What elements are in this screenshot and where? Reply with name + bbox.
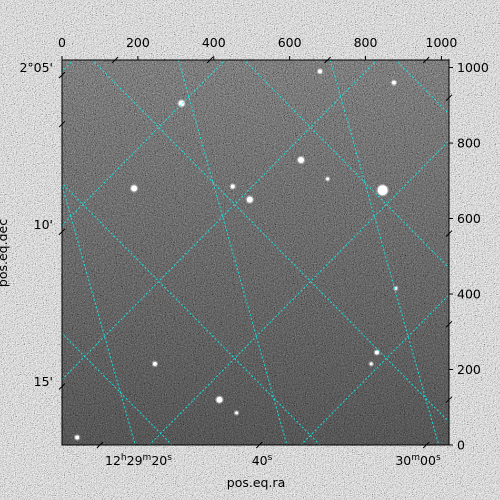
x-pixel-tick-label: 200	[126, 35, 150, 50]
world-tick-mark	[96, 441, 104, 449]
world-tick-mark	[422, 441, 430, 449]
grid-line-descending	[91, 60, 449, 423]
y-pixel-tick-label: 1000	[457, 60, 489, 75]
star	[75, 435, 80, 440]
ra-grid-line	[329, 60, 440, 445]
star	[326, 177, 330, 181]
x-pixel-tick-label: 800	[354, 35, 378, 50]
x-pixel-tick-label: 1000	[426, 35, 458, 50]
grid-line-descending	[491, 2, 500, 464]
grid-line-descending	[395, 60, 449, 115]
star	[235, 411, 239, 415]
star	[178, 100, 185, 107]
x-axis-label: pos.eq.ra	[227, 475, 285, 490]
dec-tick-label-3: 15'	[34, 374, 53, 389]
world-tick-mark	[445, 320, 453, 328]
dec-tick-label-2: 10'	[34, 217, 53, 232]
plot-frame	[61, 59, 450, 446]
star	[131, 185, 138, 192]
sky-image	[62, 60, 449, 445]
ra-tick-label-2: 40s	[252, 453, 273, 468]
star	[377, 185, 388, 196]
world-ticks	[58, 56, 453, 449]
star-markers	[73, 68, 399, 441]
dec-tick-label-1: 2°05'	[19, 60, 53, 75]
y-pixel-tick-label: 200	[457, 362, 481, 377]
y-pixel-tick-label: 600	[457, 211, 481, 226]
x-pixel-tick-label: 0	[58, 35, 66, 50]
ra-grid-line	[178, 60, 288, 445]
star	[369, 362, 373, 366]
world-tick-mark	[324, 56, 331, 64]
star	[246, 196, 253, 203]
y-pixel-tick-label: 0	[457, 438, 465, 453]
star	[318, 69, 322, 74]
x-pixel-tick-label: 600	[278, 35, 302, 50]
world-tick-mark	[58, 383, 66, 390]
world-tick-mark	[58, 120, 66, 128]
y-pixel-tick-label: 400	[457, 287, 481, 302]
world-tick-mark	[255, 441, 263, 449]
ra-tick-label-3: 30m00s	[395, 453, 441, 468]
x-pixel-tick-label: 400	[202, 35, 226, 50]
world-tick-mark	[445, 396, 453, 404]
world-tick-mark	[111, 56, 119, 64]
star	[298, 157, 305, 164]
y-axis-label: pos.eq.dec	[0, 219, 10, 287]
star	[394, 286, 398, 290]
star	[391, 80, 396, 85]
grid-line-ascending	[62, 60, 226, 227]
world-tick-mark	[422, 56, 430, 64]
star	[216, 396, 223, 403]
grid-line-descending	[62, 182, 321, 445]
star	[152, 361, 157, 366]
grid-line-ascending	[300, 294, 449, 445]
grid-line-descending	[62, 332, 173, 445]
pixel-ticks: 0 200 400 600 800 1000 0 200 400 600 800 1000	[58, 35, 489, 453]
star	[374, 350, 379, 355]
world-tick-mark	[445, 94, 453, 102]
grid-line-ascending	[62, 60, 378, 381]
world-tick-mark	[58, 228, 66, 236]
world-tick-mark	[58, 71, 66, 79]
world-tick-mark	[206, 56, 214, 64]
grid-line-descending	[243, 60, 449, 269]
y-pixel-tick-label: 800	[457, 136, 481, 151]
ra-tick-label-1: 12h29m20s	[105, 453, 172, 468]
star	[230, 184, 235, 189]
grid-line-ascending	[148, 140, 449, 445]
world-tick-mark	[445, 230, 453, 237]
